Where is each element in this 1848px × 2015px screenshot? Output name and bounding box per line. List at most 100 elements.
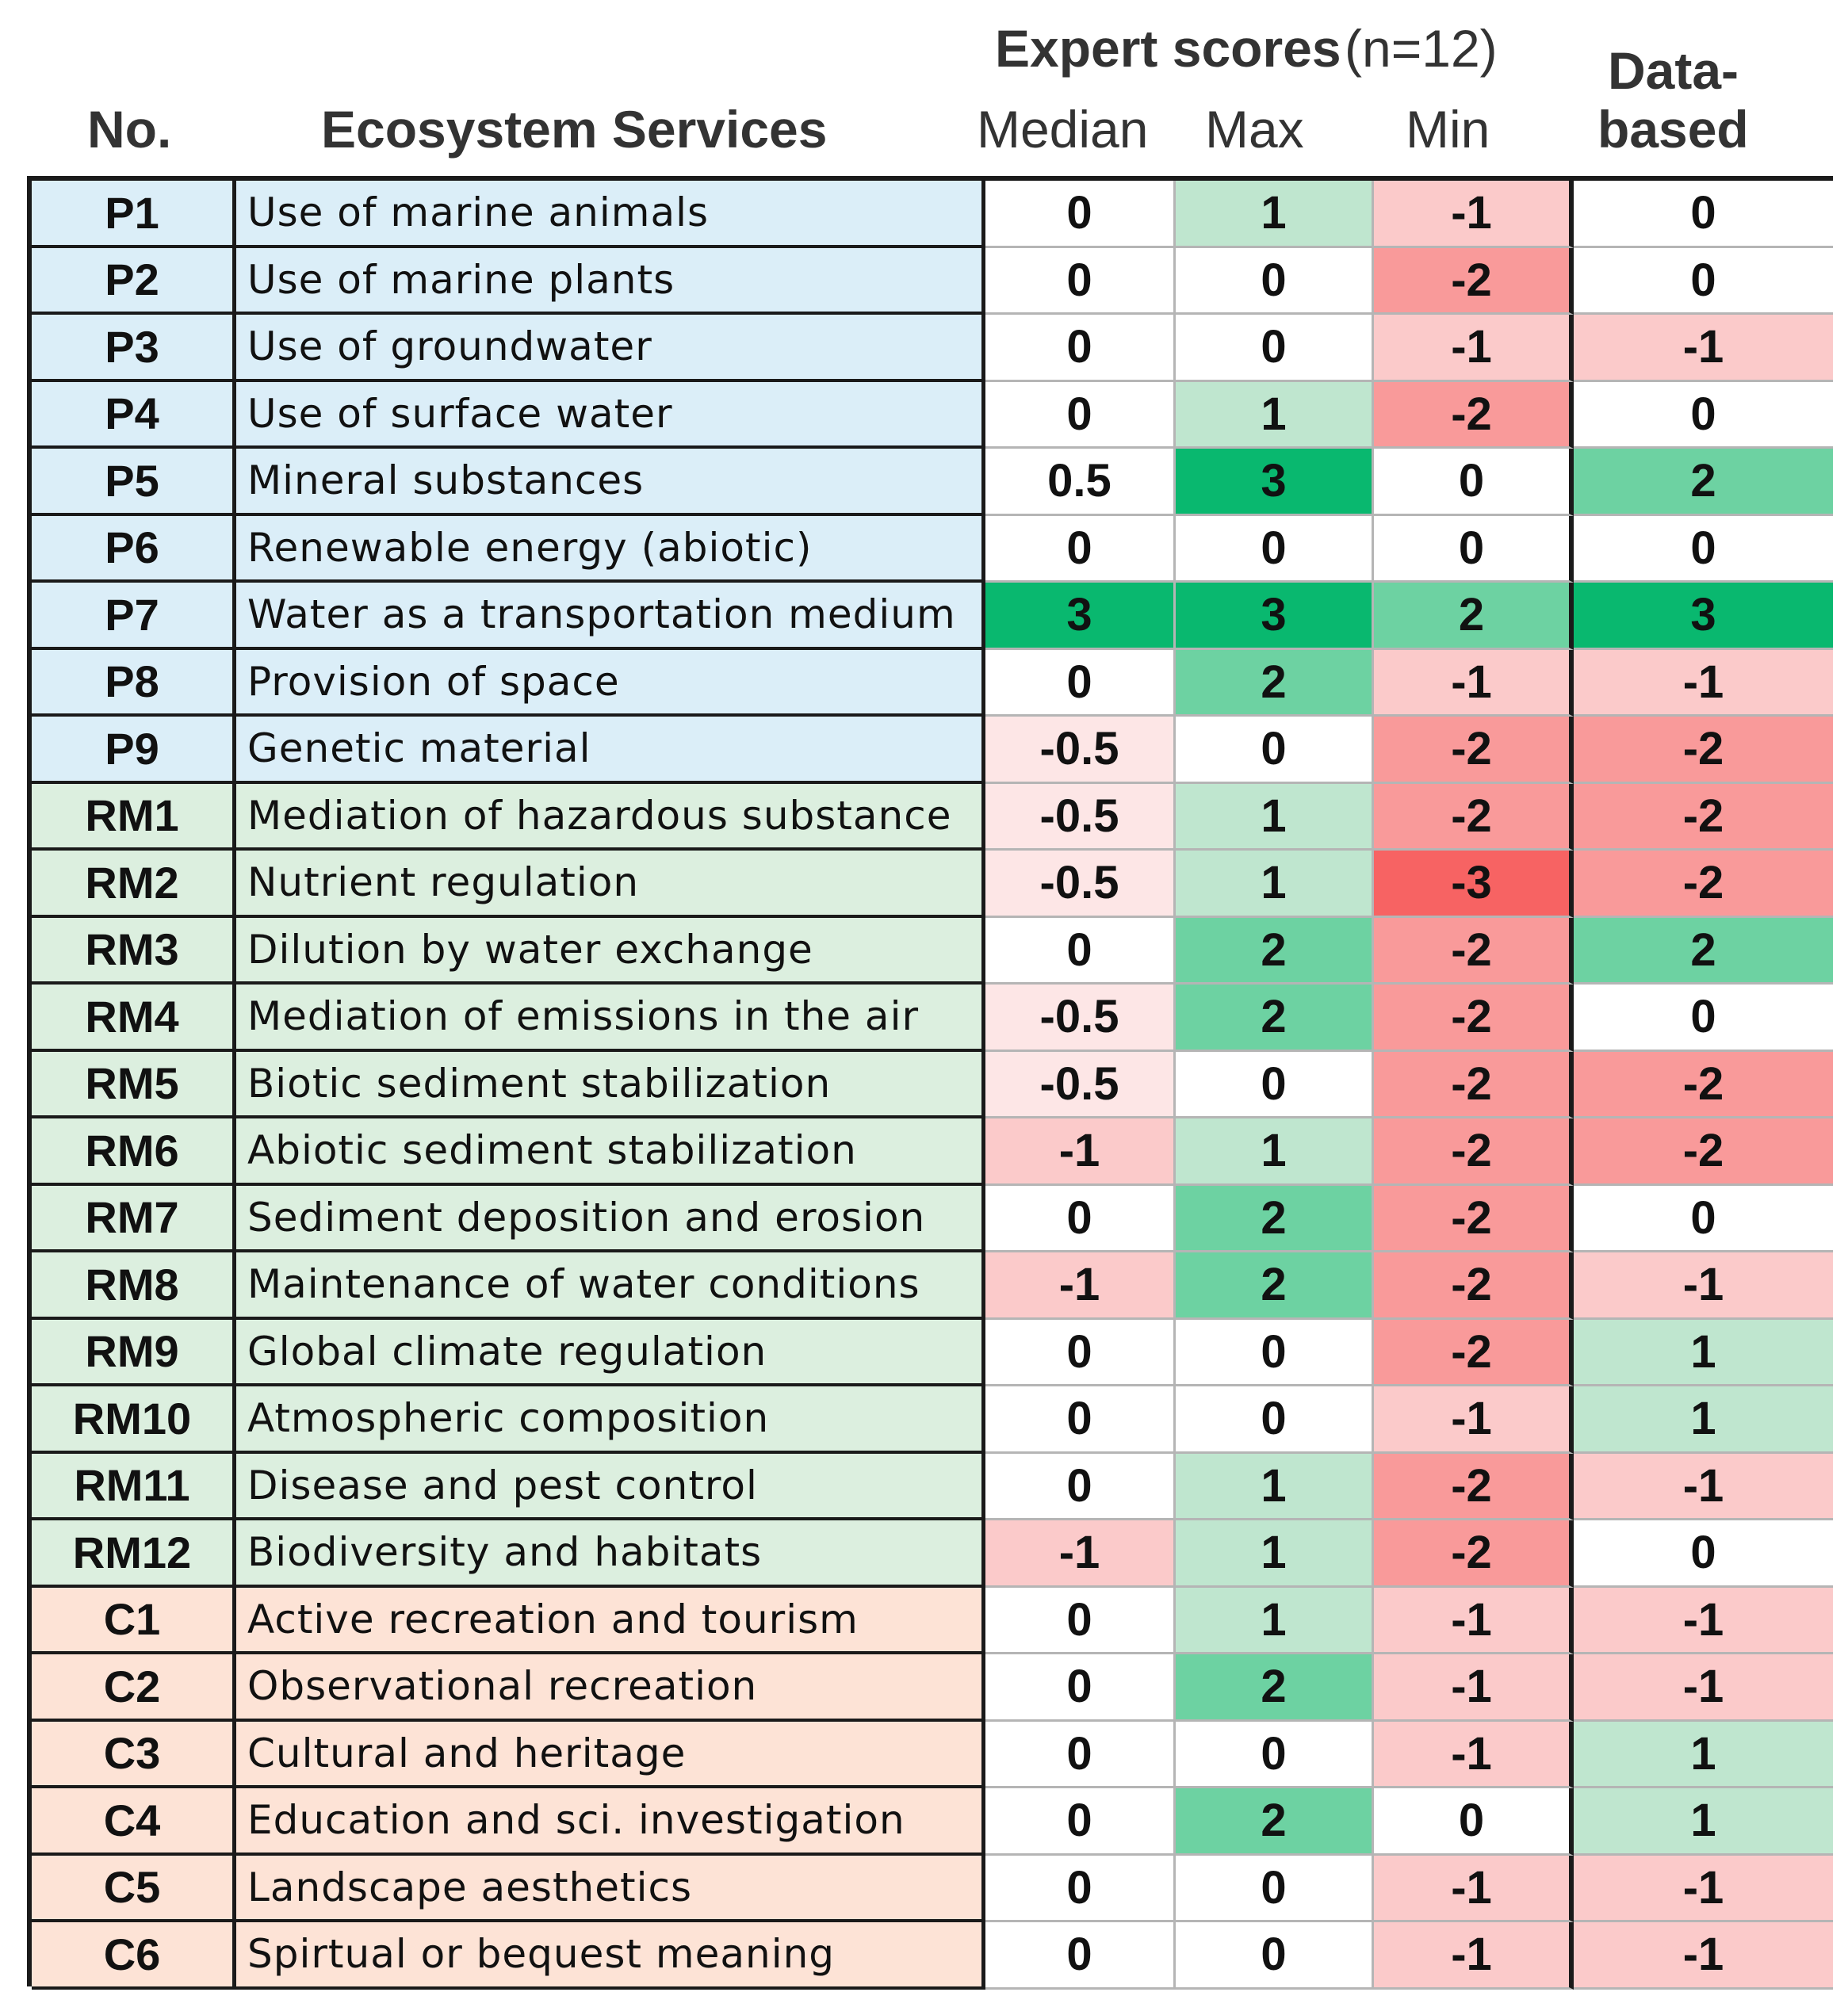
data-based-cell: -1 xyxy=(1574,1453,1833,1520)
service-name: Water as a transportation medium xyxy=(236,583,985,650)
service-number: P1 xyxy=(32,181,236,248)
min-cell: 2 xyxy=(1374,583,1574,650)
median-cell: -0.5 xyxy=(985,985,1176,1052)
service-name: Use of marine animals xyxy=(236,181,985,248)
min-cell: -1 xyxy=(1374,1587,1574,1654)
group-separator xyxy=(32,1584,985,1589)
min-cell: -2 xyxy=(1374,1185,1574,1252)
service-number: RM9 xyxy=(32,1319,236,1386)
median-cell: -1 xyxy=(985,1118,1176,1186)
service-name: Active recreation and tourism xyxy=(236,1587,985,1654)
service-name: Biotic sediment stabilization xyxy=(236,1051,985,1118)
header-expert-scores: Expert scores (n=12) xyxy=(995,22,1498,75)
min-cell: -2 xyxy=(1374,1252,1574,1320)
header-data-line2: based xyxy=(1597,100,1749,159)
min-cell: -1 xyxy=(1374,315,1574,382)
header-no: No. xyxy=(87,100,172,159)
table-row: RM7 Sediment deposition and erosion 0 2 -2 0 xyxy=(32,1185,1833,1252)
max-cell: 3 xyxy=(1176,449,1374,516)
service-name: Disease and pest control xyxy=(236,1453,985,1520)
group-separator xyxy=(32,780,985,786)
table-row: RM5 Biotic sediment stabilization -0.5 0 -2-… xyxy=(32,1051,1833,1118)
max-cell: 2 xyxy=(1176,1788,1374,1856)
min-cell: -1 xyxy=(1374,1386,1574,1454)
table-row: RM9 Global climate regulation 0 0 -2 1 xyxy=(32,1319,1833,1386)
data-based-cell: 0 xyxy=(1574,247,1833,315)
min-cell: -2 xyxy=(1374,783,1574,851)
header-median: Median xyxy=(977,100,1149,159)
min-cell: -2 xyxy=(1374,917,1574,985)
table-row: P7 Water as a transportation medium 3 3 2 3 xyxy=(32,583,1833,650)
data-based-cell: 1 xyxy=(1574,1386,1833,1454)
service-number: C3 xyxy=(32,1721,236,1788)
service-name: Spirtual or bequest meaning xyxy=(236,1922,985,1990)
min-cell: -1 xyxy=(1374,1721,1574,1788)
service-number: P9 xyxy=(32,717,236,784)
table-row: C5 Landscape aesthetics 0 0 -1 -1 xyxy=(32,1855,1833,1922)
median-cell: 0 xyxy=(985,247,1176,315)
service-name: Provision of space xyxy=(236,649,985,717)
table-row: P9 Genetic material -0.5 0 -2 -2 xyxy=(32,717,1833,784)
service-name: Use of groundwater xyxy=(236,315,985,382)
median-cell: -0.5 xyxy=(985,783,1176,851)
median-cell: 0 xyxy=(985,315,1176,382)
median-cell: 0 xyxy=(985,181,1176,248)
max-cell: 0 xyxy=(1176,1721,1374,1788)
max-cell: 2 xyxy=(1176,1185,1374,1252)
max-cell: 0 xyxy=(1176,1855,1374,1922)
service-number: RM6 xyxy=(32,1118,236,1186)
service-name: Renewable energy (abiotic) xyxy=(236,515,985,583)
min-cell: -3 xyxy=(1374,851,1574,918)
data-based-cell: -1 xyxy=(1574,1922,1833,1990)
service-name: Nutrient regulation xyxy=(236,851,985,918)
table-row: RM6 Abiotic sediment stabilization -1 1 -2 -2 xyxy=(32,1118,1833,1186)
service-name: Genetic material xyxy=(236,717,985,784)
max-cell: 1 xyxy=(1176,1520,1374,1588)
data-based-cell: -2 xyxy=(1574,1051,1833,1118)
service-name: Mediation of emissions in the air xyxy=(236,985,985,1052)
service-number: C4 xyxy=(32,1788,236,1856)
median-cell: 0 xyxy=(985,649,1176,717)
min-cell: 0 xyxy=(1374,449,1574,516)
table-row: RM4 Mediation of emissions in the air -0.5… xyxy=(32,985,1833,1052)
min-cell: 0 xyxy=(1374,515,1574,583)
max-cell: 0 xyxy=(1176,315,1374,382)
max-cell: 0 xyxy=(1176,1319,1374,1386)
table-row: RM8 Maintenance of water conditions -1 2 -2-… xyxy=(32,1252,1833,1320)
header-expert-n: (n=12) xyxy=(1345,19,1498,78)
min-cell: -1 xyxy=(1374,1855,1574,1922)
data-based-cell: 0 xyxy=(1574,1520,1833,1588)
max-cell: 2 xyxy=(1176,1252,1374,1320)
data-based-cell: -1 xyxy=(1574,1654,1833,1722)
max-cell: 1 xyxy=(1176,1587,1374,1654)
max-cell: 0 xyxy=(1176,515,1374,583)
median-cell: 0 xyxy=(985,1855,1176,1922)
median-cell: -0.5 xyxy=(985,1051,1176,1118)
min-cell: -2 xyxy=(1374,247,1574,315)
median-cell: -1 xyxy=(985,1252,1176,1320)
service-number: P3 xyxy=(32,315,236,382)
data-based-cell: 2 xyxy=(1574,917,1833,985)
max-cell: 2 xyxy=(1176,1654,1374,1722)
service-name: Atmospheric composition xyxy=(236,1386,985,1454)
min-cell: -1 xyxy=(1374,181,1574,248)
max-cell: 1 xyxy=(1176,181,1374,248)
data-based-cell: 0 xyxy=(1574,181,1833,248)
table-row: RM1 Mediation of hazardous substance -0.5 1… xyxy=(32,783,1833,851)
median-cell: 0 xyxy=(985,1386,1176,1454)
max-cell: 0 xyxy=(1176,247,1374,315)
data-based-cell: -1 xyxy=(1574,315,1833,382)
data-based-cell: -1 xyxy=(1574,649,1833,717)
header-ecosystem-services: Ecosystem Services xyxy=(321,100,828,159)
table-row: RM11 Disease and pest control 0 1 -2 -1 xyxy=(32,1453,1833,1520)
table-row: RM12 Biodiversity and habitats -1 1 -2 0 xyxy=(32,1520,1833,1588)
service-number: C5 xyxy=(32,1855,236,1922)
data-based-cell: 1 xyxy=(1574,1788,1833,1856)
table-row: P6 Renewable energy (abiotic) 0 0 0 0 xyxy=(32,515,1833,583)
median-cell: 0 xyxy=(985,1319,1176,1386)
table-row: P8 Provision of space 0 2 -1 -1 xyxy=(32,649,1833,717)
table-row: RM10 Atmospheric composition 0 0 -1 1 xyxy=(32,1386,1833,1454)
table-row: P4 Use of surface water 0 1 -2 0 xyxy=(32,381,1833,449)
service-number: P6 xyxy=(32,515,236,583)
service-name: Observational recreation xyxy=(236,1654,985,1722)
